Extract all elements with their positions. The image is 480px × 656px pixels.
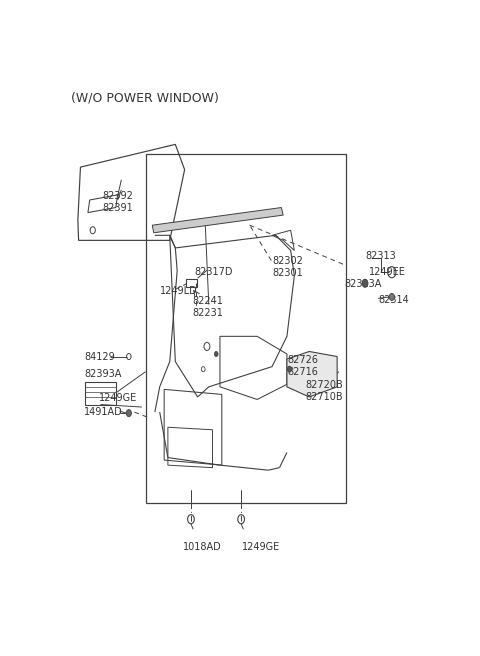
Circle shape [389,293,395,300]
Text: 1018AD: 1018AD [183,543,221,552]
Text: 82314: 82314 [378,295,409,305]
Text: 82317D: 82317D [194,267,232,277]
Polygon shape [287,352,337,397]
Circle shape [126,409,132,417]
Text: 82392
82391: 82392 82391 [103,192,133,213]
Text: 1249GE: 1249GE [99,394,137,403]
Text: 82720B
82710B: 82720B 82710B [305,380,343,402]
Polygon shape [152,207,283,233]
Text: 1249LD: 1249LD [160,286,198,296]
Text: 82241
82231: 82241 82231 [192,296,223,318]
Text: 82302
82301: 82302 82301 [272,256,303,277]
Circle shape [215,352,218,357]
Text: 82393A: 82393A [84,369,121,379]
Circle shape [362,279,368,287]
Text: 84129: 84129 [84,352,115,361]
Text: 82726
82716: 82726 82716 [287,355,318,377]
Text: 82313: 82313 [365,251,396,260]
Bar [145,155,347,503]
Text: 1491AD: 1491AD [84,407,123,417]
Text: (W/O POWER WINDOW): (W/O POWER WINDOW) [71,91,219,104]
Text: 1249GE: 1249GE [242,543,280,552]
Text: 82313A: 82313A [345,279,382,289]
Text: 1249EE: 1249EE [369,267,406,277]
Circle shape [288,366,292,372]
